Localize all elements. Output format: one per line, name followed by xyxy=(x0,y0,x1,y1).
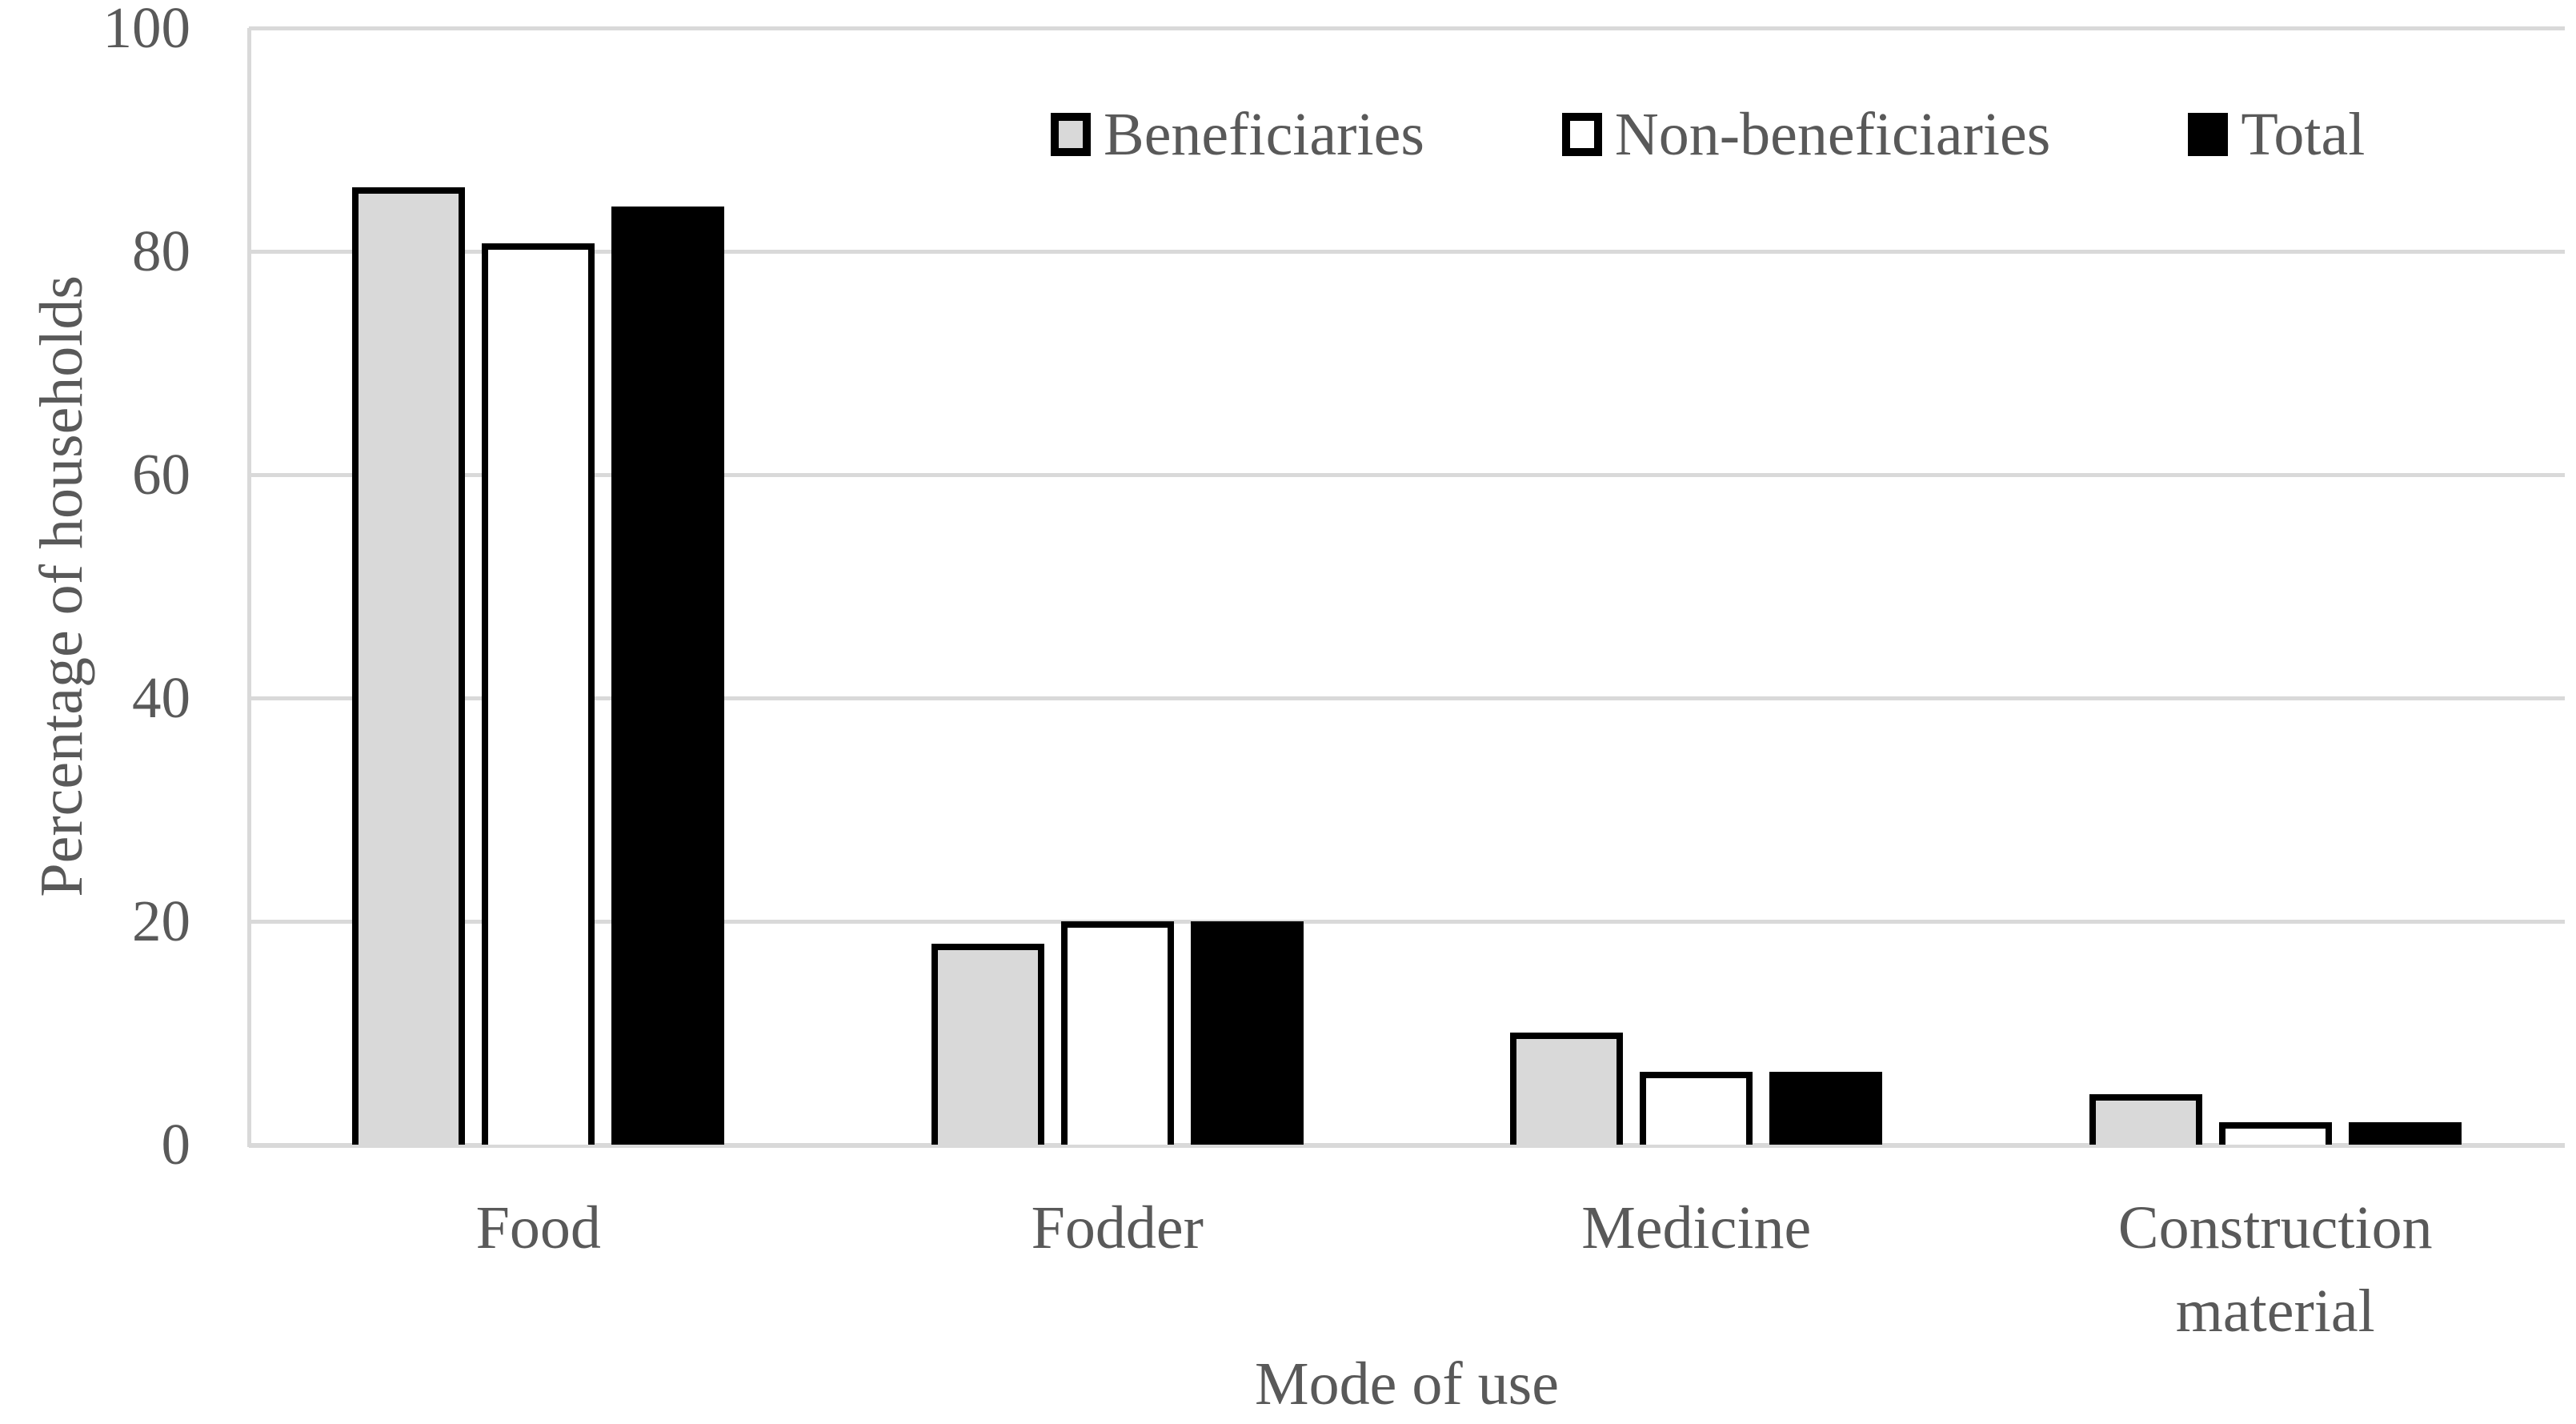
legend-item-total: Total xyxy=(2188,96,2365,173)
bar-group-construction-material xyxy=(1986,28,2566,1145)
y-tick-label-20: 20 xyxy=(132,888,190,953)
legend-label-beneficiaries: Beneficiaries xyxy=(1104,101,1424,168)
legend-swatch-total-icon xyxy=(2188,113,2229,156)
category-label-food: Food xyxy=(249,1186,828,1270)
gridline-60 xyxy=(249,473,2565,477)
legend-swatch-non-beneficiaries-icon xyxy=(1561,113,1602,156)
x-axis-title: Mode of use xyxy=(1255,1350,1559,1418)
y-tick-label-60: 60 xyxy=(132,442,190,507)
legend-swatch-beneficiaries-icon xyxy=(1051,113,1091,156)
bar-group-food xyxy=(249,28,828,1145)
legend-item-beneficiaries: Beneficiaries xyxy=(1051,96,1424,173)
y-axis-line xyxy=(247,28,251,1147)
gridline-100 xyxy=(249,26,2565,30)
bar-food-total xyxy=(611,207,725,1145)
bar-fodder-non-beneficiaries xyxy=(1060,921,1174,1145)
legend-label-non-beneficiaries: Non-beneficiaries xyxy=(1614,101,2051,168)
y-axis-title-text: Percentage of households xyxy=(27,275,95,897)
bar-medicine-beneficiaries xyxy=(1510,1033,1624,1145)
bar-group-medicine xyxy=(1407,28,1986,1145)
category-label-fodder: Fodder xyxy=(828,1186,1408,1270)
category-label-text: Medicine xyxy=(1581,1194,1812,1262)
bar-food-beneficiaries xyxy=(352,187,466,1145)
bar-fodder-beneficiaries xyxy=(931,944,1044,1145)
category-label-construction-material: Construction material xyxy=(1986,1186,2566,1353)
bar-construction-material-beneficiaries xyxy=(2089,1094,2202,1145)
y-axis-title: Percentage of households xyxy=(11,28,112,1145)
y-tick-label-40: 40 xyxy=(132,665,190,730)
gridline-40 xyxy=(249,696,2565,700)
legend-label-total: Total xyxy=(2241,101,2366,168)
y-tick-label-80: 80 xyxy=(132,219,190,283)
legend-item-non-beneficiaries: Non-beneficiaries xyxy=(1561,96,2051,173)
bar-medicine-total xyxy=(1769,1072,1883,1145)
x-axis-baseline xyxy=(249,1143,2565,1148)
bar-medicine-non-beneficiaries xyxy=(1640,1072,1753,1145)
bar-food-non-beneficiaries xyxy=(482,243,595,1145)
category-label-medicine: Medicine xyxy=(1407,1186,1986,1270)
bar-construction-material-total xyxy=(2348,1122,2462,1145)
bar-construction-material-non-beneficiaries xyxy=(2218,1122,2332,1145)
gridline-20 xyxy=(249,920,2565,924)
y-tick-label-100: 100 xyxy=(102,0,191,60)
category-label-text: Construction material xyxy=(2117,1194,2433,1345)
y-tick-label-0: 0 xyxy=(161,1112,191,1177)
legend: Beneficiaries Non-beneficiaries Total xyxy=(1051,96,2365,173)
bar-group-fodder xyxy=(828,28,1408,1145)
category-label-text: Fodder xyxy=(1031,1194,1204,1262)
plot-area xyxy=(247,26,2566,1148)
category-label-text: Food xyxy=(475,1194,601,1262)
gridline-80 xyxy=(249,250,2565,254)
bar-fodder-total xyxy=(1190,921,1304,1145)
